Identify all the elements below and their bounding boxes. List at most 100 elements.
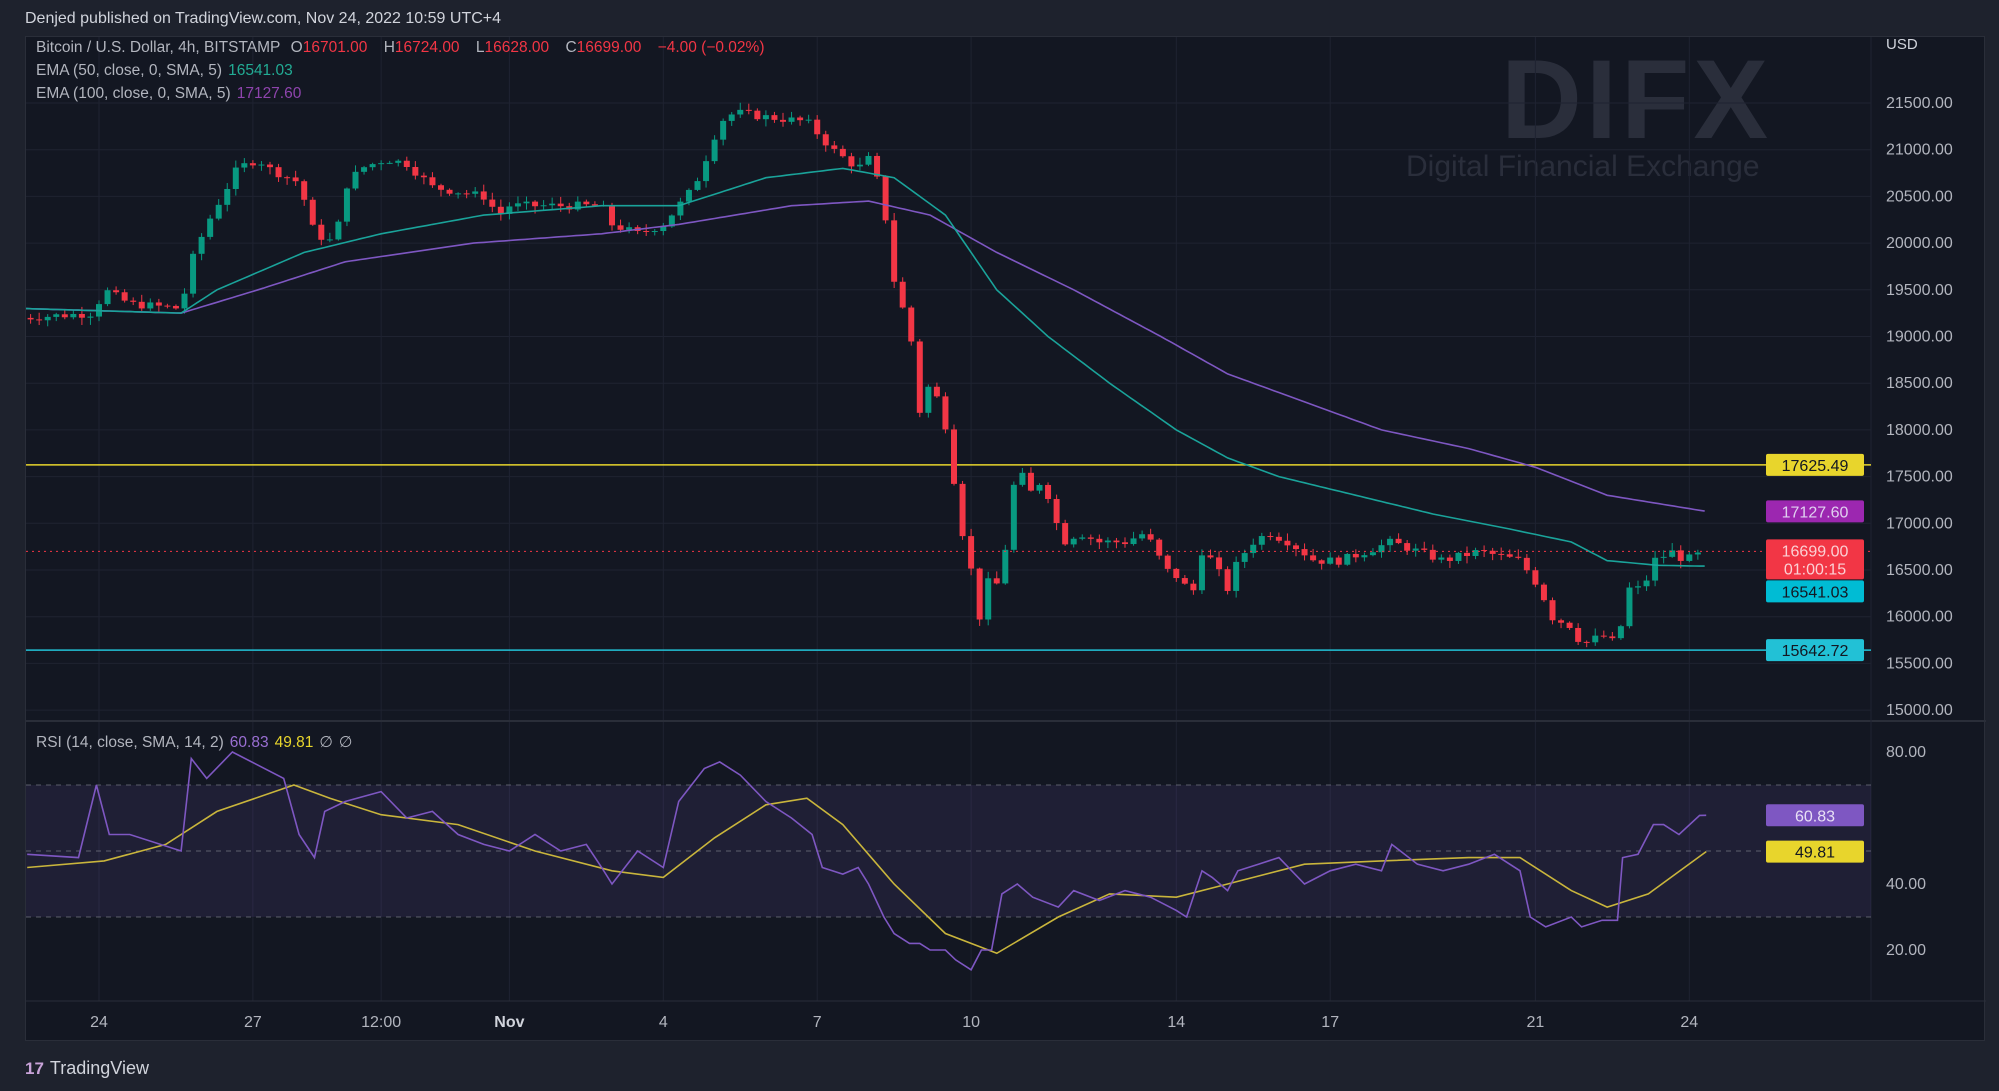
candle-down [1045,484,1052,500]
candle-up [378,163,385,165]
candle-down [976,568,983,620]
time-tick-label: 10 [962,1014,980,1031]
symbol-legend: Bitcoin / U.S. Dollar, 4h, BITSTAMP O167… [36,39,765,56]
candle-down [882,176,889,221]
candle-up [472,191,479,194]
time-tick-label: 17 [1321,1014,1339,1031]
candle-down [1566,622,1573,628]
ema50-legend[interactable]: EMA (50, close, 0, SMA, 5) 16541.03 [36,62,293,79]
candle-up [1361,555,1368,558]
candle-up [53,314,60,317]
candle-down [1404,543,1411,551]
high-value: 16724.00 [394,39,460,56]
candle-up [1241,553,1248,562]
candle-down [438,185,444,190]
candle-down [1549,600,1556,621]
candle-down [1310,555,1317,561]
candle-down [1489,550,1496,554]
candle-down [1318,560,1325,564]
candle-up [1438,557,1445,560]
candle-down [1540,584,1547,601]
candle-down [463,193,470,195]
candle-up [514,203,521,207]
candle-down [403,160,410,167]
candle-up [1344,553,1351,565]
candle-down [797,117,804,121]
ema50-line [26,167,1705,567]
time-tick-label: 24 [90,1014,108,1031]
price-tick-label: 20500.00 [1886,188,1953,205]
candle-up [1626,587,1633,627]
symbol-name[interactable]: Bitcoin / U.S. Dollar, 4h, BITSTAMP [36,39,281,56]
candle-down [1677,550,1684,561]
price-chart[interactable]: USD 21500.00 21000.00 20500.00 20000.00 19500… [26,37,1986,1042]
ema100-price-tag: 17127.60 [1782,504,1849,521]
candle-down [822,134,829,146]
candle-up [1139,534,1146,539]
candle-down [292,177,299,182]
candle-down [61,314,68,318]
chart-frame[interactable]: DIFX Digital Financial Exchange USD 21500… [25,36,1986,1042]
candle-up [386,162,393,164]
candle-up [361,167,368,172]
candle-up [1378,545,1385,553]
last-price-tag-bg [1766,539,1864,580]
ema50-price-tag: 16541.03 [1782,584,1849,601]
candle-down [609,204,615,226]
candle-up [1455,552,1462,561]
candle-up [1592,635,1599,643]
candle-up [1233,561,1240,591]
last-price-tag: 16699.00 [1782,543,1849,560]
candle-down [557,203,564,207]
candle-up [523,201,530,204]
candle-up [540,205,547,207]
resistance-price-tag: 17625.49 [1782,458,1849,475]
candle-up [788,117,795,122]
candle-up [1472,550,1479,556]
candle-down [489,199,496,207]
candle-up [335,221,342,240]
candle-up [147,302,154,309]
candle-up [207,218,214,237]
candle-up [198,236,205,254]
candle-up [224,188,231,205]
candle-up [1617,626,1624,639]
candle-down [1352,553,1359,558]
candle-down [1558,620,1565,623]
candle-down [1190,583,1197,591]
candle-up [668,215,675,227]
candle-up [1369,552,1376,556]
publish-info: Denjed published on TradingView.com, Nov… [25,10,502,27]
time-tick-label: Nov [494,1014,524,1031]
candle-down [1506,554,1513,557]
candle-down [138,301,145,309]
candle-down [1284,540,1291,546]
candle-down [249,163,256,166]
candle-down [1515,556,1522,558]
tradingview-icon: 17 [25,1058,44,1078]
candle-down [480,191,487,200]
rsi-line [27,751,1707,971]
candle-down [1096,538,1103,543]
candle-up [1412,548,1419,551]
currency-label: USD [1886,37,1918,53]
candle-down [1207,555,1214,558]
candle-down [1532,570,1539,585]
candle-down [1164,555,1171,569]
price-tick-label: 16500.00 [1886,562,1953,579]
candle-down [1156,539,1163,556]
price-tick-label: 18500.00 [1886,375,1953,392]
close-value: 16699.00 [576,39,642,56]
candle-down [643,230,650,232]
tradingview-logo[interactable]: 17 TradingView [25,1058,149,1078]
ema100-legend[interactable]: EMA (100, close, 0, SMA, 5) 17127.60 [36,85,302,102]
rsi-legend[interactable]: RSI (14, close, SMA, 14, 2) 60.83 49.81 ∅ ∅ [36,734,353,751]
price-tick-label: 17000.00 [1886,515,1953,532]
candle-down [959,483,966,537]
candle-up [1036,484,1043,491]
candle-down [130,300,137,302]
candle-up [728,114,735,121]
candle-up [925,386,932,413]
candle-up [1686,554,1693,561]
candle-up [1387,538,1394,546]
